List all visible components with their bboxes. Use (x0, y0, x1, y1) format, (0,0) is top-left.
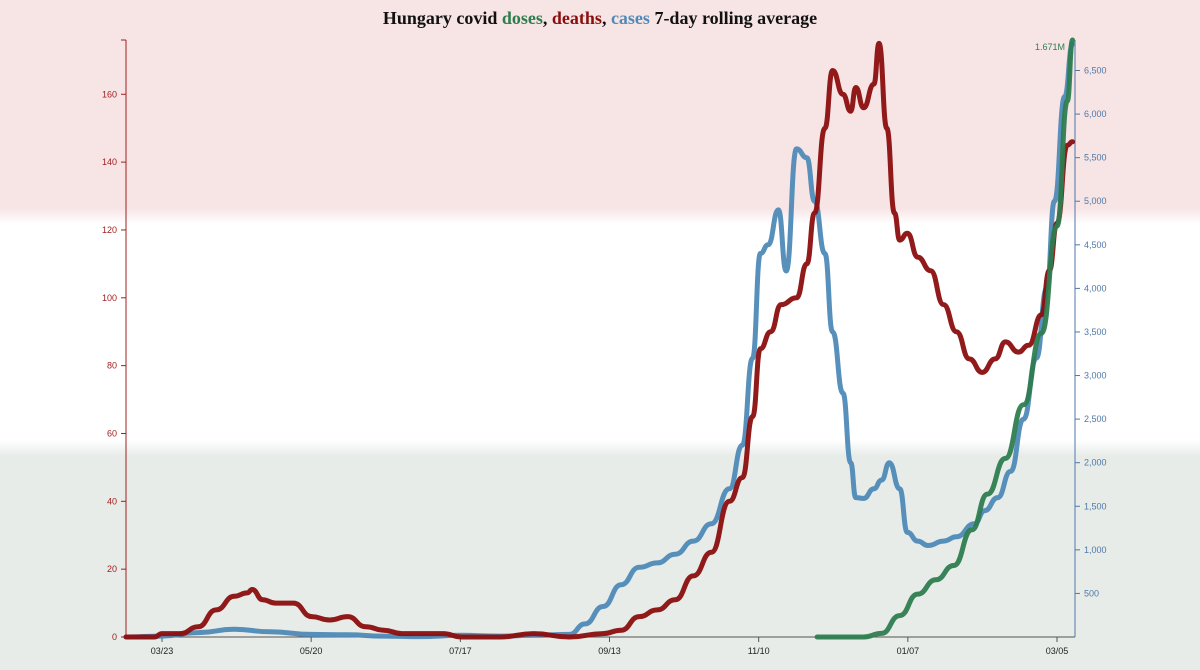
title-suffix: 7-day rolling average (649, 8, 818, 28)
series-line-cases (123, 41, 1075, 640)
right-tick-label: 1,000 (1084, 545, 1107, 555)
background-band-white (0, 215, 1200, 448)
x-tick-label: 01/07 (897, 646, 920, 656)
right-tick-label: 500 (1084, 588, 1099, 598)
left-tick-label: 0 (112, 632, 117, 642)
x-tick-label: 05/20 (300, 646, 323, 656)
series-line-doses (814, 37, 1075, 640)
left-tick-label: 60 (107, 428, 117, 438)
right-tick-label: 5,000 (1084, 196, 1107, 206)
title-doses: doses (501, 8, 543, 28)
x-tick-label: 09/13 (598, 646, 621, 656)
title-cases: cases (610, 8, 650, 28)
right-tick-label: 2,500 (1084, 414, 1107, 424)
left-tick-label: 140 (102, 157, 117, 167)
title-deaths: deaths (551, 8, 602, 28)
title-prefix: Hungary covid (382, 8, 502, 28)
left-tick-label: 40 (107, 496, 117, 506)
title-sep-1: , (542, 8, 552, 28)
x-tick-label: 07/17 (449, 646, 472, 656)
right-tick-label: 5,500 (1084, 153, 1107, 163)
band-transition-top (0, 208, 1200, 224)
right-tick-label: 4,500 (1084, 240, 1107, 250)
left-tick-label: 20 (107, 564, 117, 574)
background-band-red (0, 0, 1200, 215)
doses-max-label: 1.671M (1035, 42, 1065, 52)
title-sep-2: , (601, 8, 611, 28)
right-tick-label: 1,500 (1084, 501, 1107, 511)
right-tick-label: 3,000 (1084, 371, 1107, 381)
right-tick-label: 4,000 (1084, 283, 1107, 293)
x-tick-label: 03/23 (151, 646, 174, 656)
chart-title: Hungary covid doses, deaths, cases 7-day… (0, 8, 1200, 29)
left-tick-label: 80 (107, 361, 117, 371)
left-tick-label: 100 (102, 293, 117, 303)
left-tick-label: 120 (102, 225, 117, 235)
right-tick-label: 6,500 (1084, 66, 1107, 76)
series-line-deaths (123, 40, 1075, 640)
right-tick-label: 6,000 (1084, 109, 1107, 119)
band-transition-bottom (0, 440, 1200, 456)
left-tick-label: 160 (102, 89, 117, 99)
x-tick-label: 03/05 (1046, 646, 1069, 656)
x-tick-label: 11/10 (748, 646, 770, 656)
right-tick-label: 2,000 (1084, 458, 1107, 468)
right-tick-label: 3,500 (1084, 327, 1107, 337)
